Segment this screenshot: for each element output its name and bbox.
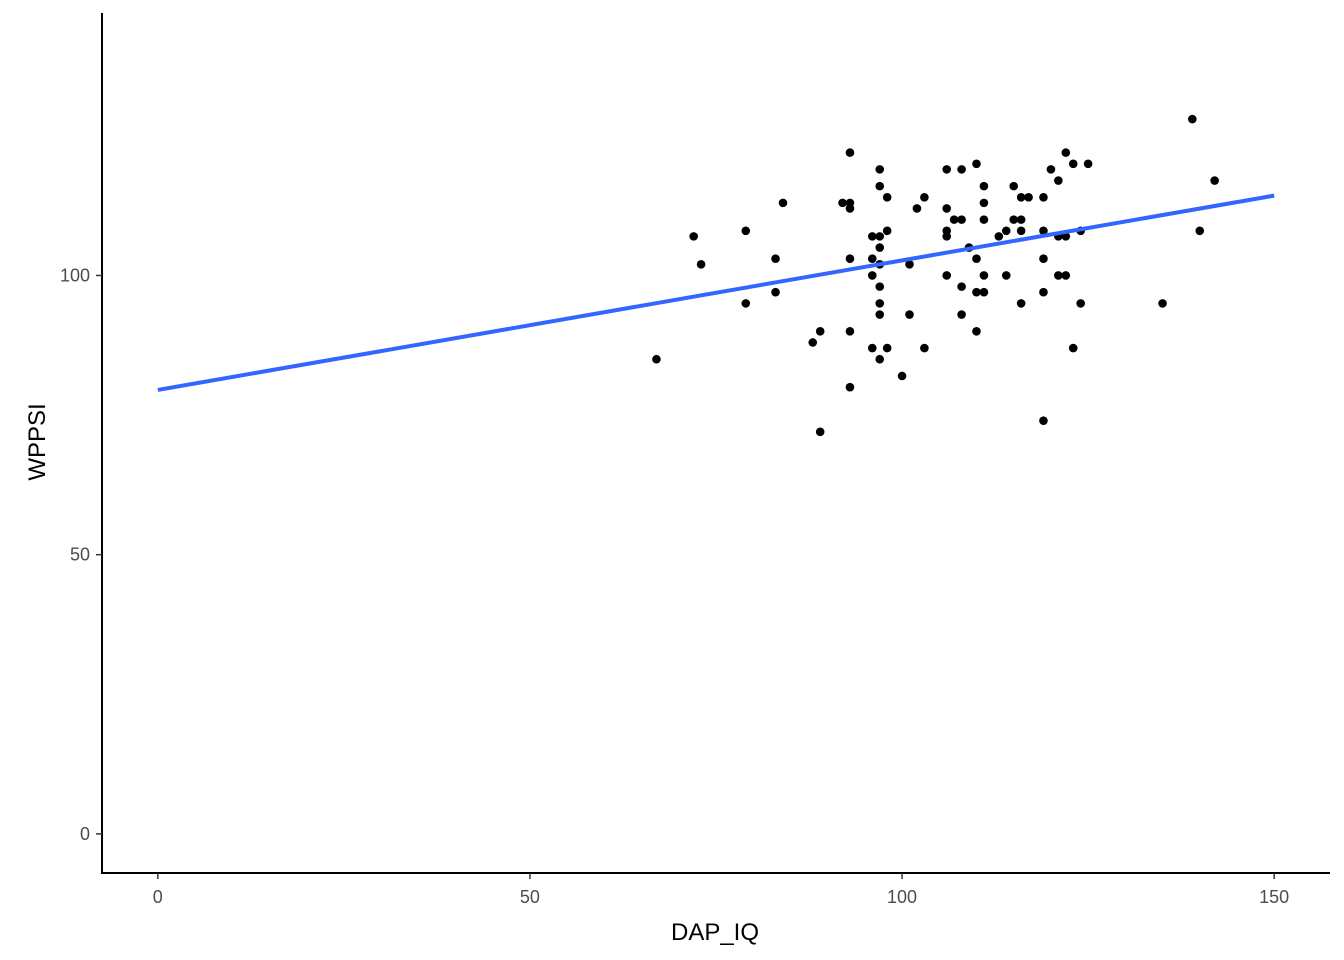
data-point [1039,254,1048,263]
data-point [920,344,929,353]
data-point [972,327,981,336]
data-point [1009,182,1018,191]
data-point [1061,148,1070,157]
data-point [942,271,951,280]
data-point [972,288,981,297]
data-point [980,271,989,280]
data-point [1017,226,1026,235]
data-point [846,254,855,263]
data-point [972,159,981,168]
data-point [1024,193,1033,202]
data-point [957,282,966,291]
data-point [957,165,966,174]
data-point [980,199,989,208]
data-point [1210,176,1219,185]
data-point [846,383,855,392]
y-tick-label: 0 [80,824,90,844]
data-point [1195,226,1204,235]
data-point [689,232,698,241]
data-point [957,215,966,224]
data-point [875,232,884,241]
data-point [913,204,922,213]
data-point [1009,215,1018,224]
data-point [868,254,877,263]
data-point [1188,115,1197,124]
data-point [920,193,929,202]
data-point [868,271,877,280]
data-point [1039,193,1048,202]
data-point [898,372,907,381]
y-tick-label: 50 [70,545,90,565]
data-point [875,355,884,364]
data-point [942,165,951,174]
data-point [957,310,966,319]
data-point [905,310,914,319]
data-point [779,199,788,208]
data-point [697,260,706,269]
data-point [972,254,981,263]
data-points [652,115,1219,436]
x-tick-label: 100 [887,887,917,907]
data-point [942,232,951,241]
x-axis-title: DAP_IQ [671,919,759,946]
y-axis-ticks: 0 50 100 [60,265,102,843]
data-point [1069,344,1078,353]
data-point [1158,299,1167,308]
data-point [995,232,1004,241]
data-point [838,199,847,208]
data-point [652,355,661,364]
data-point [980,215,989,224]
data-point [868,344,877,353]
data-point [1039,416,1048,425]
x-tick-label: 50 [520,887,540,907]
data-point [942,204,951,213]
data-point [1002,226,1011,235]
x-axis-ticks: 0 50 100 150 [153,873,1289,907]
data-point [846,327,855,336]
data-point [1054,271,1063,280]
data-point [1054,176,1063,185]
data-point [1047,165,1056,174]
data-point [1069,159,1078,168]
data-point [1017,215,1026,224]
data-point [980,288,989,297]
x-tick-label: 150 [1259,887,1289,907]
data-point [875,243,884,252]
data-point [816,327,825,336]
data-point [1017,299,1026,308]
data-point [868,232,877,241]
data-point [846,148,855,157]
data-point [875,299,884,308]
data-point [875,310,884,319]
data-point [741,226,750,235]
y-axis-title: WPPSI [24,403,51,480]
data-point [808,338,817,347]
data-point [1076,299,1085,308]
data-point [1017,193,1026,202]
data-point [980,182,989,191]
data-point [771,288,780,297]
data-point [1002,271,1011,280]
y-tick-label: 100 [60,265,90,285]
data-point [883,344,892,353]
data-point [1084,159,1093,168]
x-tick-label: 0 [153,887,163,907]
data-point [875,282,884,291]
data-point [875,182,884,191]
data-point [883,193,892,202]
data-point [1061,271,1070,280]
data-point [816,428,825,437]
data-point [883,226,892,235]
data-point [846,204,855,213]
data-point [741,299,750,308]
data-point [950,215,959,224]
data-point [771,254,780,263]
data-point [875,165,884,174]
data-point [1039,288,1048,297]
regression-line [158,196,1274,390]
